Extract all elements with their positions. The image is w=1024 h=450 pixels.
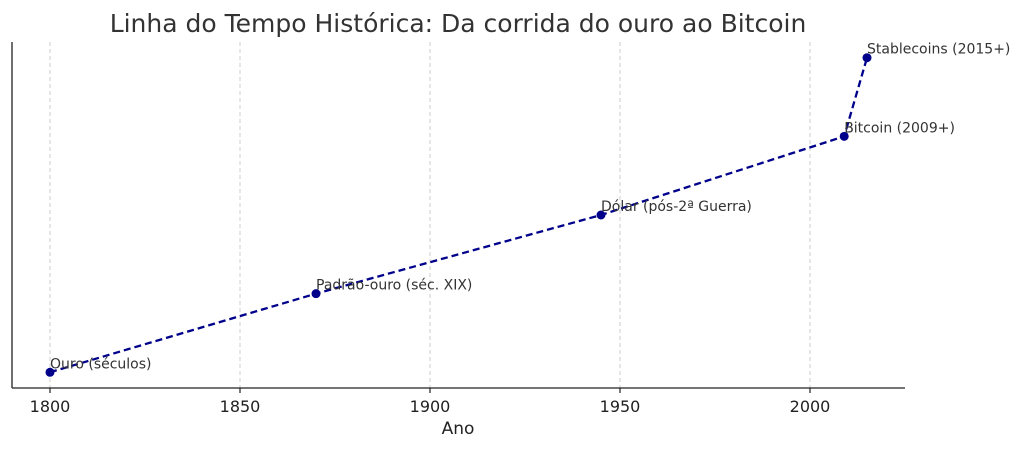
point-label: Dólar (pós-2ª Guerra) [601, 199, 752, 215]
grid-lines [49, 42, 811, 388]
data-point [596, 210, 606, 220]
x-tick-label: 1900 [410, 397, 451, 416]
data-point [311, 289, 321, 299]
x-tick-label: 1850 [220, 397, 261, 416]
x-tick-label: 2000 [790, 397, 831, 416]
x-ticks: 1800 1850 1900 1950 2000 [30, 388, 831, 416]
x-axis-label: Ano [442, 419, 475, 439]
data-point [862, 53, 872, 63]
x-tick-label: 1800 [30, 397, 71, 416]
point-label: Stablecoins (2015+) [867, 42, 1010, 58]
data-point [839, 131, 849, 141]
timeline-line [49, 57, 869, 374]
x-tick-label: 1950 [600, 397, 641, 416]
data-point [45, 367, 55, 377]
point-label: Padrão-ouro (séc. XIX) [316, 278, 472, 294]
chart-title: Linha do Tempo Histórica: Da corrida do … [110, 9, 807, 38]
point-label: Ouro (séculos) [50, 356, 152, 372]
series [45, 53, 872, 377]
axes [11, 42, 905, 389]
annotations: Ouro (séculos) Padrão-ouro (séc. XIX) Dóla… [50, 42, 1010, 373]
point-label: Bitcoin (2009+) [844, 120, 955, 136]
